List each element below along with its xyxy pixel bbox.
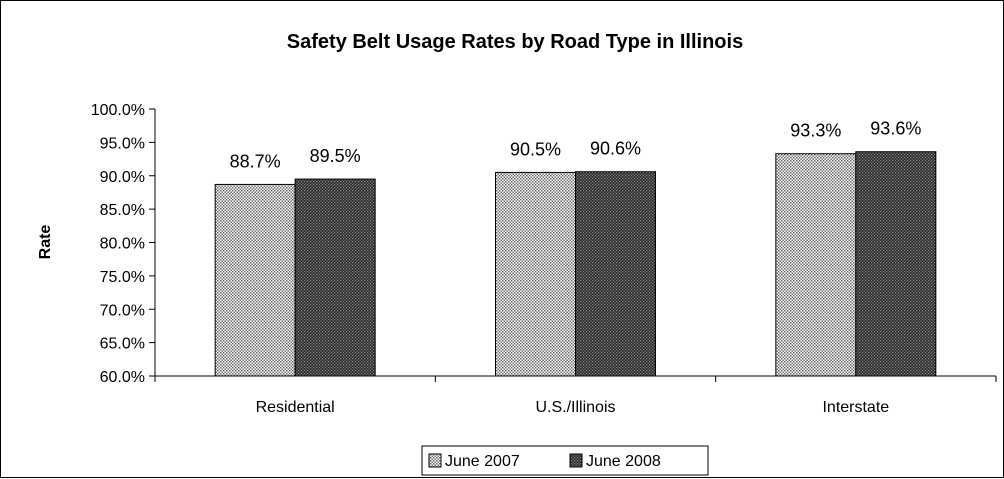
data-label: 93.6% bbox=[870, 119, 921, 139]
data-label: 89.5% bbox=[310, 146, 361, 166]
category-label: Residential bbox=[256, 399, 335, 416]
y-tick-label: 60.0% bbox=[100, 369, 145, 386]
y-tick-label: 80.0% bbox=[100, 236, 145, 253]
data-label: 90.5% bbox=[510, 139, 561, 159]
y-tick-label: 65.0% bbox=[100, 336, 145, 353]
legend-swatch-june-2008 bbox=[569, 453, 583, 468]
y-axis-label: Rate bbox=[37, 225, 54, 260]
bar-june-2007 bbox=[214, 183, 296, 377]
legend-box bbox=[421, 445, 709, 476]
y-tick-label: 100.0% bbox=[91, 102, 145, 119]
y-axis-ticks: 60.0% 65.0% 70.0% 75.0% 80.0% 85.0% 90.0% 95.0%… bbox=[91, 102, 155, 386]
bars: 88.7% 89.5% 90.5% 90.6% 93.3% 93.6% bbox=[214, 119, 937, 377]
data-label: 90.6% bbox=[590, 139, 641, 159]
chart-title: Safety Belt Usage Rates by Road Type in … bbox=[287, 31, 743, 53]
category-label: U.S./Illinois bbox=[535, 399, 615, 416]
y-tick-label: 70.0% bbox=[100, 302, 145, 319]
legend-label-june-2008: June 2008 bbox=[586, 453, 661, 470]
data-label: 88.7% bbox=[230, 151, 281, 171]
legend: June 2007 June 2008 bbox=[421, 445, 709, 476]
legend-label-june-2007: June 2007 bbox=[445, 453, 520, 470]
legend-swatch-june-2007 bbox=[428, 453, 442, 468]
bar-june-2008 bbox=[855, 151, 937, 377]
y-tick-label: 75.0% bbox=[100, 269, 145, 286]
category-labels: Residential U.S./Illinois Interstate bbox=[154, 376, 997, 416]
category-label: Interstate bbox=[822, 399, 889, 416]
bar-june-2007 bbox=[495, 171, 576, 377]
data-label: 93.3% bbox=[790, 121, 841, 141]
y-tick-label: 95.0% bbox=[100, 135, 145, 152]
bar-june-2008 bbox=[575, 171, 656, 377]
bar-june-2007 bbox=[775, 153, 857, 377]
y-tick-label: 85.0% bbox=[100, 202, 145, 219]
y-tick-label: 90.0% bbox=[100, 169, 145, 186]
bar-june-2008 bbox=[294, 178, 376, 377]
